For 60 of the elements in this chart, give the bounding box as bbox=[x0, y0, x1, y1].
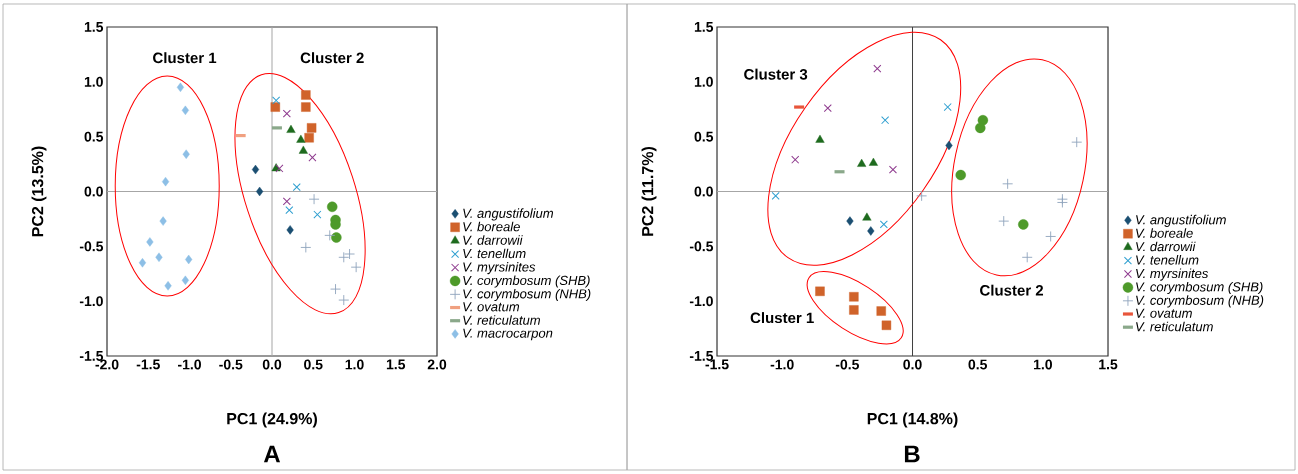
x-tick-label: 0.5 bbox=[304, 359, 323, 370]
legend-label: V. corymbosum (NHB) bbox=[1136, 295, 1264, 308]
y-tick-label: 1.0 bbox=[84, 76, 103, 87]
legend-label: V. myrsinites bbox=[1136, 268, 1209, 281]
x-tick-label: -1.0 bbox=[770, 359, 794, 370]
legend-label: V. corymbosum (NHB) bbox=[463, 288, 591, 302]
x-tick-label: 0.5 bbox=[968, 359, 988, 370]
y-tick-label: 0.0 bbox=[84, 186, 103, 197]
legend-label: V. angustifolium bbox=[463, 208, 554, 221]
legend-label: V. reticulatum bbox=[1136, 321, 1213, 332]
annotation: Cluster 1 bbox=[750, 312, 814, 324]
legend-label: V. tenellum bbox=[463, 248, 526, 259]
x-tick-label: 2.0 bbox=[427, 359, 447, 370]
x-tick-label: -2.0 bbox=[95, 359, 119, 370]
legend-label: V. ovatum bbox=[1136, 308, 1192, 318]
y-tick-label: -1.5 bbox=[689, 351, 714, 361]
y-tick-label: 1.5 bbox=[694, 22, 714, 32]
text: A bbox=[263, 445, 281, 463]
legend-label: V. ovatum bbox=[463, 302, 520, 312]
x-tick-label: -0.5 bbox=[835, 359, 860, 370]
legend-label: V. boreale bbox=[463, 221, 520, 232]
x-tick-label: 1.5 bbox=[1099, 359, 1118, 370]
legend-label: V. corymbosum (SHB) bbox=[1136, 281, 1263, 295]
x-tick-label: -1.5 bbox=[705, 359, 729, 370]
y-tick-label: 0.5 bbox=[84, 131, 104, 142]
annotation: Cluster 3 bbox=[744, 68, 808, 80]
legend-label: V. corymbosum (SHB) bbox=[463, 275, 590, 288]
y-tick-label: -0.5 bbox=[79, 241, 104, 252]
legend-label: V. boreale bbox=[1136, 228, 1193, 238]
y-tick-label: -1.0 bbox=[689, 296, 713, 307]
legend-label: V. darrowii bbox=[1136, 241, 1196, 252]
legend-label: V. myrsinites bbox=[463, 262, 536, 275]
legend-label: V. tenellum bbox=[1136, 255, 1199, 265]
y-tick-label: -1.0 bbox=[79, 296, 103, 307]
x-axis-title: PC1 (14.8%) bbox=[867, 412, 958, 428]
x-tick-label: 1.0 bbox=[345, 359, 364, 370]
y-tick-label: 1.5 bbox=[84, 22, 104, 32]
y-axis-title: PC2 (13.5%) bbox=[31, 146, 47, 237]
y-tick-label: -0.5 bbox=[689, 241, 714, 252]
y-axis-title: PC2 (11.7%) bbox=[641, 146, 657, 236]
y-tick-label: 1.0 bbox=[694, 76, 713, 87]
y-tick-label: -1.5 bbox=[79, 351, 104, 361]
x-tick-label: -0.5 bbox=[219, 359, 243, 370]
y-tick-label: 0.5 bbox=[694, 131, 714, 142]
x-tick-label: -1.5 bbox=[136, 359, 160, 370]
x-axis-title: PC1 (24.9%) bbox=[227, 412, 317, 428]
legend-label: V. angustifolium bbox=[1136, 214, 1226, 227]
text: B bbox=[904, 445, 920, 463]
annotation: Cluster 2 bbox=[980, 284, 1044, 296]
legend-label: V. reticulatum bbox=[463, 315, 540, 325]
x-tick-label: 0.0 bbox=[903, 359, 922, 370]
y-tick-label: 0.0 bbox=[694, 186, 713, 197]
x-tick-label: 1.0 bbox=[1033, 359, 1052, 370]
legend-label: V. macrocarpon bbox=[463, 328, 553, 341]
annotation: Cluster 1 bbox=[153, 52, 217, 64]
x-tick-label: -1.0 bbox=[177, 359, 201, 370]
x-tick-label: 0.0 bbox=[262, 359, 282, 370]
annotation: Cluster 2 bbox=[300, 52, 364, 64]
x-tick-label: 1.5 bbox=[386, 359, 406, 370]
legend-label: V. darrowii bbox=[463, 235, 523, 245]
